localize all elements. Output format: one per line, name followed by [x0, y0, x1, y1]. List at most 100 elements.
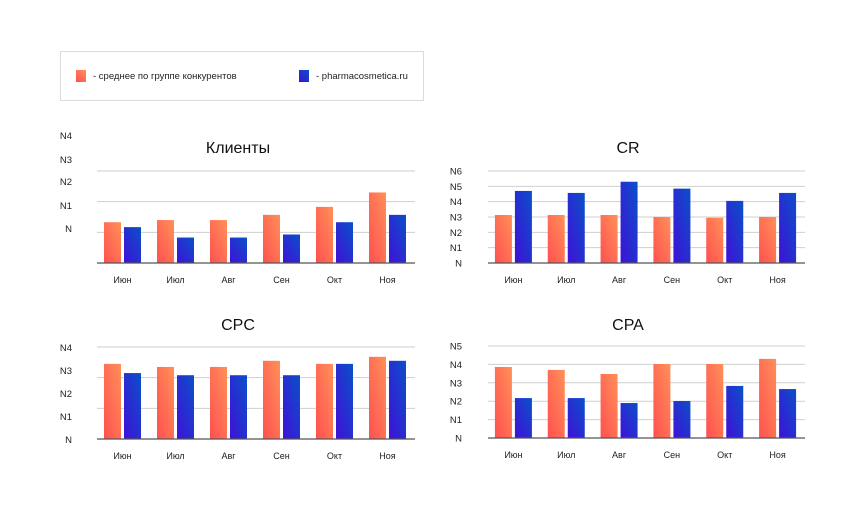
x-tick-label: Июл [557, 450, 575, 460]
y-tick-label: N [455, 434, 462, 445]
bar-competitors [369, 192, 386, 263]
y-tick-label: N5 [450, 182, 462, 193]
chart-title: CPC [221, 317, 255, 334]
bar-competitors [494, 366, 512, 438]
bar-site [779, 192, 797, 263]
y-tick-label: N4 [60, 343, 72, 354]
bar-competitors [759, 358, 777, 438]
y-tick-label: N6 [450, 167, 462, 178]
chart-title: CPA [612, 317, 644, 334]
bar-competitors [316, 206, 333, 263]
y-tick-label: N3 [450, 378, 462, 389]
bar-competitors [600, 373, 618, 438]
x-tick-label: Авг [221, 275, 236, 285]
chart-title: CR [616, 140, 639, 157]
y-tick-label: N1 [60, 201, 72, 212]
bar-competitors [104, 222, 121, 263]
bar-site [620, 181, 638, 263]
legend-swatch-blue [299, 70, 309, 82]
y-tick-label: N1 [450, 243, 462, 254]
x-tick-label: Сен [273, 275, 290, 285]
y-tick-label: N3 [60, 366, 72, 377]
bar-site [124, 373, 141, 439]
bar-competitors [706, 364, 724, 438]
y-tick-label: N3 [450, 213, 462, 224]
x-tick-label: Июн [113, 451, 131, 461]
x-tick-label: Окт [717, 450, 732, 460]
chart-cpc: CPC N N1 N2 N3 N4 Июн Июл Авг Сен Окт Ноя [60, 317, 415, 461]
bar-site [230, 237, 247, 263]
bar-competitors [157, 366, 174, 439]
y-tick-label: N2 [60, 177, 72, 188]
bar-site [673, 401, 691, 438]
x-tick-label: Июн [504, 450, 522, 460]
bar-competitors [157, 220, 174, 263]
bar-competitors [104, 363, 121, 439]
bar-site [389, 360, 406, 439]
bar-competitors [653, 217, 671, 263]
x-tick-label: Ноя [769, 450, 786, 460]
bar-competitors [369, 356, 386, 439]
bar-competitors [263, 360, 280, 439]
bar-site [620, 403, 638, 438]
bar-site [283, 375, 300, 439]
legend-item-site: - pharmacosmetica.ru [299, 70, 408, 82]
bar-site [230, 375, 247, 439]
legend-label-competitors: - среднее по группе конкурентов [93, 70, 237, 82]
chart-cr: CR N N1 N2 N3 N4 N5 N6 Июн Июл Авг Сен Окт Ноя [450, 140, 805, 285]
x-tick-label: Июл [166, 451, 184, 461]
y-tick-label: N4 [60, 131, 72, 142]
y-tick-label: N [65, 224, 72, 235]
x-tick-label: Сен [664, 450, 681, 460]
bar-site [177, 237, 194, 263]
bar-competitors [653, 364, 671, 438]
y-tick-label: N [65, 435, 72, 446]
y-tick-label: N1 [60, 412, 72, 423]
bar-competitors [547, 369, 565, 438]
bar-competitors [210, 366, 227, 439]
chart-legend: - среднее по группе конкурентов - pharma… [60, 51, 424, 101]
bar-site [567, 398, 585, 438]
y-tick-label: N [455, 259, 462, 270]
y-tick-label: N4 [450, 197, 462, 208]
y-tick-label: N3 [60, 155, 72, 166]
x-tick-label: Сен [664, 275, 681, 285]
x-tick-label: Июн [504, 275, 522, 285]
x-tick-label: Июн [113, 275, 131, 285]
y-tick-label: N4 [450, 360, 462, 371]
bar-competitors [263, 214, 280, 263]
x-tick-label: Окт [717, 275, 732, 285]
y-tick-label: N2 [450, 228, 462, 239]
bar-competitors [494, 215, 512, 263]
y-tick-label: N5 [450, 342, 462, 353]
x-tick-label: Июл [166, 275, 184, 285]
bar-site [779, 389, 797, 438]
bar-site [177, 375, 194, 439]
bar-site [726, 385, 744, 438]
x-tick-label: Ноя [379, 275, 396, 285]
legend-swatch-orange [76, 70, 86, 82]
bar-competitors [316, 363, 333, 439]
bar-competitors [759, 217, 777, 263]
bar-competitors [547, 215, 565, 263]
bar-competitors [706, 217, 724, 263]
legend-item-competitors: - среднее по группе конкурентов [76, 70, 237, 82]
y-tick-label: N2 [450, 397, 462, 408]
bar-site [673, 188, 691, 263]
bar-site [336, 363, 353, 439]
bar-competitors [600, 215, 618, 263]
bar-site [389, 214, 406, 263]
legend-label-site: - pharmacosmetica.ru [316, 70, 408, 82]
x-tick-label: Сен [273, 451, 290, 461]
bar-site [514, 190, 532, 263]
x-tick-label: Ноя [379, 451, 396, 461]
x-tick-label: Авг [612, 275, 627, 285]
chart-cpa: CPA N N1 N2 N3 N4 N5 Июн Июл Авг Сен Окт Ноя [450, 317, 805, 460]
x-tick-label: Окт [327, 275, 342, 285]
bar-site [514, 398, 532, 438]
bar-competitors [210, 220, 227, 263]
bar-site [124, 227, 141, 263]
y-tick-label: N1 [450, 415, 462, 426]
x-tick-label: Ноя [769, 275, 786, 285]
